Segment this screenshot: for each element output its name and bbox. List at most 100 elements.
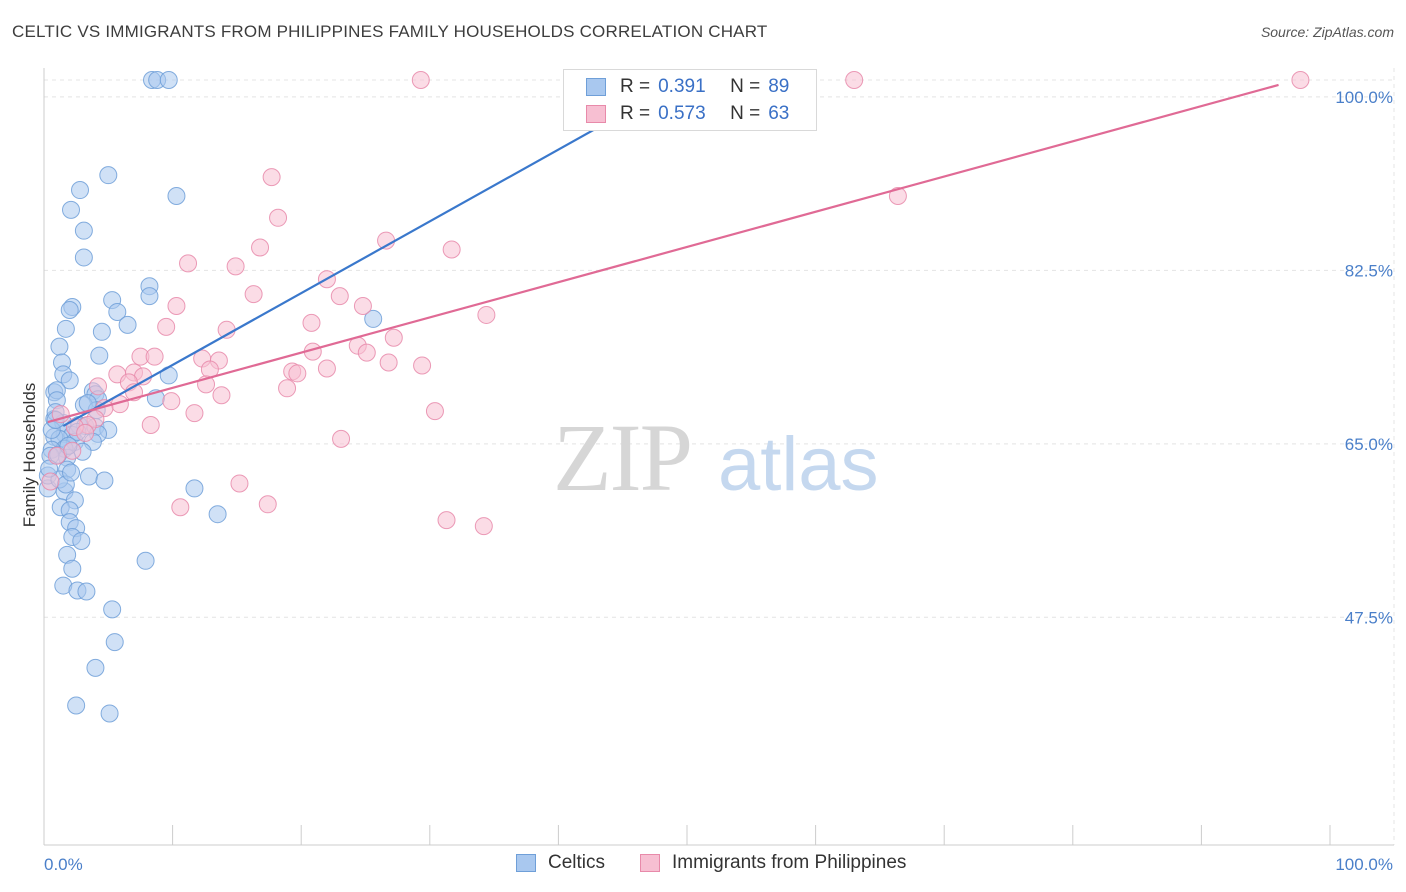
philippines-trend-line [48, 85, 1279, 422]
celtics-point [75, 222, 92, 239]
philippines-point [380, 354, 397, 371]
scatter-chart: ZIP atlas 100.0% 82.5% 65.0% 47.5% 0.0% 100.… [0, 0, 1406, 892]
y-tick-label: 100.0% [1335, 88, 1393, 107]
philippines-point [213, 387, 230, 404]
x-tick-label: 100.0% [1335, 855, 1393, 874]
philippines-point [478, 306, 495, 323]
celtics-point [63, 201, 80, 218]
philippines-point [186, 405, 203, 422]
philippines-point [146, 348, 163, 365]
philippines-point [245, 286, 262, 303]
celtics-point [209, 506, 226, 523]
philippines-point [168, 298, 185, 315]
y-tick-label: 82.5% [1345, 261, 1393, 280]
philippines-point [475, 518, 492, 535]
philippines-point [172, 499, 189, 516]
philippines-point [163, 393, 180, 410]
philippines-point [270, 209, 287, 226]
celtics-point [63, 464, 80, 481]
data-points [39, 72, 1309, 722]
celtics-point [61, 301, 78, 318]
legend-row-celtics: R = 0.391 N = 89 [586, 75, 789, 99]
philippines-point [358, 344, 375, 361]
celtics-point [106, 634, 123, 651]
celtics-point [186, 480, 203, 497]
stats-legend: R = 0.391 N = 89 R = 0.573 N = 63 [563, 69, 817, 131]
celtics-point [64, 560, 81, 577]
legend-n-label: N = [730, 103, 760, 125]
philippines-point [64, 442, 81, 459]
legend-swatch-celtics [586, 78, 606, 96]
bottom-legend-label: Celtics [548, 852, 605, 874]
philippines-point [231, 475, 248, 492]
celtics-point [81, 468, 98, 485]
philippines-point [158, 318, 175, 335]
celtics-point [87, 659, 104, 676]
celtics-point [57, 320, 74, 337]
philippines-point [77, 424, 94, 441]
philippines-point [252, 239, 269, 256]
celtics-point [72, 182, 89, 199]
celtics-point [73, 532, 90, 549]
celtics-point [141, 288, 158, 305]
philippines-point [303, 314, 320, 331]
celtics-point [119, 316, 136, 333]
y-tick-labels: 100.0% 82.5% 65.0% 47.5% [1335, 88, 1393, 627]
celtics-point [104, 601, 121, 618]
watermark-atlas: atlas [718, 422, 879, 507]
legend-row-philippines: R = 0.573 N = 63 [586, 102, 789, 126]
philippines-point [259, 496, 276, 513]
celtics-point [100, 167, 117, 184]
philippines-point [846, 72, 863, 89]
legend-r-value: 0.573 [658, 103, 730, 125]
legend-r-label: R = [620, 76, 650, 98]
celtics-point [137, 552, 154, 569]
celtics-point [78, 583, 95, 600]
legend-r-label: R = [620, 103, 650, 125]
philippines-point [412, 72, 429, 89]
legend-n-value: 89 [768, 76, 789, 98]
philippines-point [331, 288, 348, 305]
philippines-point [263, 169, 280, 186]
trend-lines [48, 85, 1279, 426]
y-axis-label: Family Households [20, 383, 39, 528]
philippines-point [354, 298, 371, 315]
celtics-point [101, 705, 118, 722]
bottom-swatch-celtics [516, 854, 536, 872]
philippines-point [227, 258, 244, 275]
legend-n-value: 63 [768, 103, 789, 125]
bottom-legend-philippines[interactable]: Immigrants from Philippines [640, 852, 906, 874]
bottom-swatch-philippines [640, 854, 660, 872]
celtics-point [91, 347, 108, 364]
legend-swatch-philippines [586, 105, 606, 123]
philippines-point [180, 255, 197, 272]
philippines-point [318, 360, 335, 377]
philippines-point [90, 378, 107, 395]
philippines-point [438, 512, 455, 529]
philippines-point [385, 329, 402, 346]
philippines-point [426, 403, 443, 420]
bottom-legend-celtics[interactable]: Celtics [516, 852, 605, 874]
x-tick-label: 0.0% [44, 855, 83, 874]
philippines-point [333, 430, 350, 447]
celtics-point [93, 323, 110, 340]
celtics-point [160, 72, 177, 89]
philippines-point [142, 416, 159, 433]
philippines-point [48, 447, 65, 464]
philippines-point [279, 380, 296, 397]
celtics-trend-line [63, 85, 674, 426]
celtics-point [168, 187, 185, 204]
celtics-point [68, 697, 85, 714]
philippines-point [289, 365, 306, 382]
philippines-point [414, 357, 431, 374]
legend-r-value: 0.391 [658, 76, 730, 98]
bottom-legend-label: Immigrants from Philippines [672, 852, 906, 874]
philippines-point [443, 241, 460, 258]
celtics-point [51, 338, 68, 355]
celtics-point [75, 249, 92, 266]
philippines-point [42, 473, 59, 490]
y-tick-label: 47.5% [1345, 608, 1393, 627]
celtics-point [96, 472, 113, 489]
watermark: ZIP atlas [553, 404, 879, 511]
y-tick-label: 65.0% [1345, 435, 1393, 454]
